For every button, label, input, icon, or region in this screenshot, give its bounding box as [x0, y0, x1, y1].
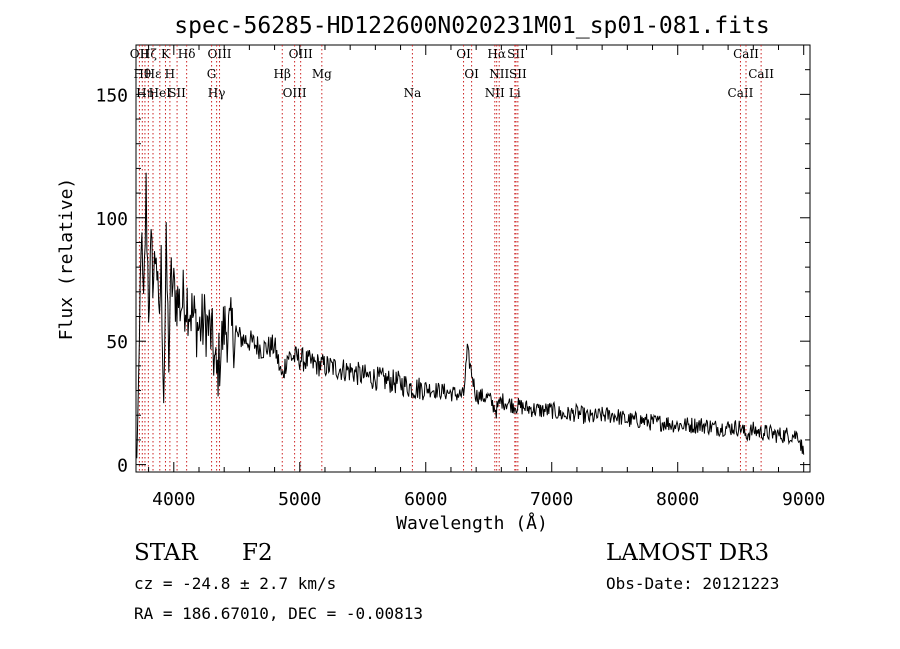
redshift-cz: cz = -24.8 ± 2.7 km/s	[134, 574, 337, 593]
line-marker-label: OI	[464, 67, 479, 81]
line-marker-label: OI	[456, 47, 471, 61]
x-tick-label: 6000	[404, 489, 447, 510]
line-marker-label: K	[161, 47, 171, 61]
line-marker-label: CaII	[748, 67, 774, 81]
plot-frame	[135, 44, 811, 473]
line-markers: OIIHθHηHζHεHeIKHSIIHδGHγOIIIHβOIIIOIIIMg…	[130, 45, 774, 472]
line-marker-label: NII	[485, 86, 505, 100]
spectrum-line	[135, 172, 805, 459]
line-marker-label: Hε	[145, 67, 162, 81]
axis-ticks: 4000 5000 6000 7000 8000 9000 0 50 100 150	[95, 45, 825, 510]
chart-title: spec-56285-HD122600N020231M01_sp01-081.f…	[174, 13, 769, 39]
line-marker-label: SII	[509, 67, 527, 81]
line-marker-label: Na	[404, 86, 422, 100]
obs-date: Obs-Date: 20121223	[606, 574, 780, 593]
line-marker-label: OII	[130, 47, 150, 61]
x-tick-label: 9000	[782, 489, 825, 510]
x-tick-label: 7000	[530, 489, 573, 510]
ra-dec: RA = 186.67010, DEC = -0.00813	[134, 604, 423, 623]
line-marker-label: G	[207, 67, 217, 81]
y-axis-label: Flux (relative)	[56, 178, 77, 341]
y-tick-label: 100	[95, 209, 128, 230]
line-marker-label: Hα	[487, 47, 506, 61]
line-marker-label: Hθ	[133, 67, 151, 81]
x-tick-label: 5000	[278, 489, 321, 510]
line-marker-label: OIII	[207, 47, 231, 61]
line-marker-label: NII	[489, 67, 509, 81]
line-marker-label: SII	[168, 86, 186, 100]
line-marker-label: Hγ	[208, 86, 226, 100]
line-marker-label: Hη	[136, 86, 154, 100]
line-marker-label: Mg	[312, 67, 332, 81]
line-marker-label: OIII	[289, 47, 313, 61]
line-marker-label: CaII	[733, 47, 759, 61]
line-marker-label: Hδ	[178, 47, 196, 61]
object-class: STAR	[134, 540, 198, 566]
object-subclass: F2	[242, 540, 273, 566]
survey-name: LAMOST DR3	[606, 540, 770, 566]
line-marker-label: CaII	[728, 86, 754, 100]
x-axis-label: Wavelength (Å)	[396, 512, 548, 534]
y-tick-label: 150	[95, 85, 128, 106]
x-tick-label: 8000	[656, 489, 699, 510]
y-tick-label: 0	[117, 456, 128, 477]
line-marker-label: OIII	[283, 86, 307, 100]
y-tick-label: 50	[106, 332, 128, 353]
line-marker-label: H	[165, 67, 175, 81]
x-tick-label: 4000	[152, 489, 195, 510]
line-marker-label: SII	[507, 47, 525, 61]
line-marker-label: Hβ	[274, 67, 291, 81]
line-marker-label: Li	[509, 86, 521, 100]
